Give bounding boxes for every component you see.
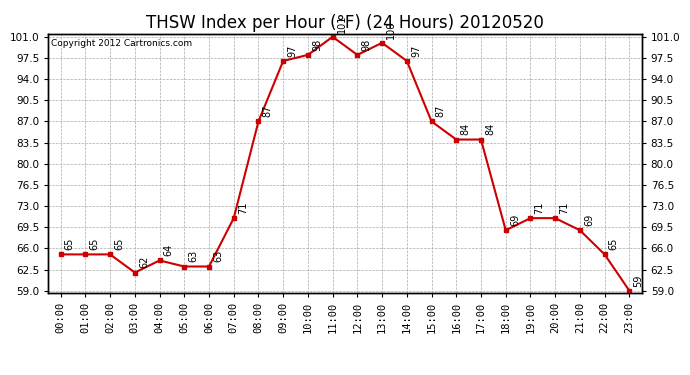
- Text: 69: 69: [510, 214, 520, 226]
- Text: 63: 63: [188, 250, 199, 262]
- Text: 62: 62: [139, 256, 149, 268]
- Text: 101: 101: [337, 14, 347, 33]
- Text: 63: 63: [213, 250, 223, 262]
- Title: THSW Index per Hour (°F) (24 Hours) 20120520: THSW Index per Hour (°F) (24 Hours) 2012…: [146, 14, 544, 32]
- Text: 97: 97: [411, 44, 421, 57]
- Text: 71: 71: [238, 202, 248, 214]
- Text: Copyright 2012 Cartronics.com: Copyright 2012 Cartronics.com: [51, 39, 193, 48]
- Text: 64: 64: [164, 244, 174, 256]
- Text: 65: 65: [90, 238, 99, 250]
- Text: 59: 59: [633, 274, 644, 286]
- Text: 71: 71: [560, 202, 569, 214]
- Text: 65: 65: [609, 238, 619, 250]
- Text: 71: 71: [535, 202, 544, 214]
- Text: 98: 98: [362, 39, 371, 51]
- Text: 65: 65: [65, 238, 75, 250]
- Text: 87: 87: [263, 105, 273, 117]
- Text: 84: 84: [485, 123, 495, 135]
- Text: 87: 87: [435, 105, 446, 117]
- Text: 69: 69: [584, 214, 594, 226]
- Text: 97: 97: [287, 44, 297, 57]
- Text: 65: 65: [115, 238, 124, 250]
- Text: 98: 98: [312, 39, 322, 51]
- Text: 84: 84: [460, 123, 471, 135]
- Text: 100: 100: [386, 20, 396, 39]
